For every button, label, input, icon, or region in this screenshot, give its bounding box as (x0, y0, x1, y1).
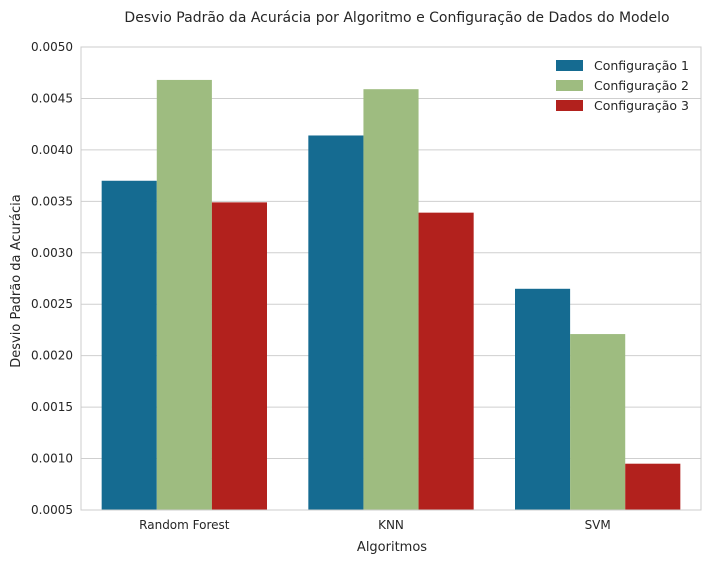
bar (515, 288, 571, 510)
y-tick-label: 0.0030 (31, 246, 73, 260)
y-axis-label: Desvio Padrão da Acurácia (9, 194, 24, 367)
legend-swatch (556, 80, 583, 91)
x-tick-label: KNN (378, 518, 404, 532)
bar (101, 180, 157, 510)
x-tick-label: Random Forest (139, 518, 230, 532)
y-tick-labels: 0.0005 0.0010 0.0015 0.0020 0.0025 0.0030 0.00… (31, 40, 73, 517)
chart-title: Desvio Padrão da Acurácia por Algoritmo … (124, 10, 669, 26)
bar (156, 79, 212, 511)
axes (80, 46, 702, 511)
bar (570, 334, 626, 510)
bars (101, 79, 681, 511)
bar (308, 135, 364, 511)
x-tick-label: SVM (585, 518, 611, 532)
legend-label: Configuração 1 (594, 58, 689, 73)
y-tick-label: 0.0045 (31, 91, 73, 105)
y-tick-label: 0.0040 (31, 143, 73, 157)
x-tick-labels: Random Forest KNN SVM (139, 518, 611, 532)
plot-frame (80, 46, 702, 511)
legend-label: Configuração 3 (594, 98, 689, 113)
bar (363, 89, 419, 510)
legend-swatch (556, 100, 583, 111)
y-tick-label: 0.0025 (31, 297, 73, 311)
legend-label: Configuração 2 (594, 78, 689, 93)
y-tick-label: 0.0035 (31, 194, 73, 208)
y-tick-label: 0.0050 (31, 40, 73, 54)
y-tick-label: 0.0020 (31, 349, 73, 363)
x-axis-label: Algoritmos (357, 540, 427, 555)
y-tick-label: 0.0005 (31, 503, 73, 517)
legend: Configuração 1 Configuração 2 Configuração… (556, 58, 689, 113)
bar (418, 212, 474, 510)
bar (211, 202, 267, 510)
y-tick-label: 0.0010 (31, 452, 73, 466)
legend-swatch (556, 60, 583, 71)
y-tick-label: 0.0015 (31, 400, 73, 414)
bar (625, 463, 681, 510)
